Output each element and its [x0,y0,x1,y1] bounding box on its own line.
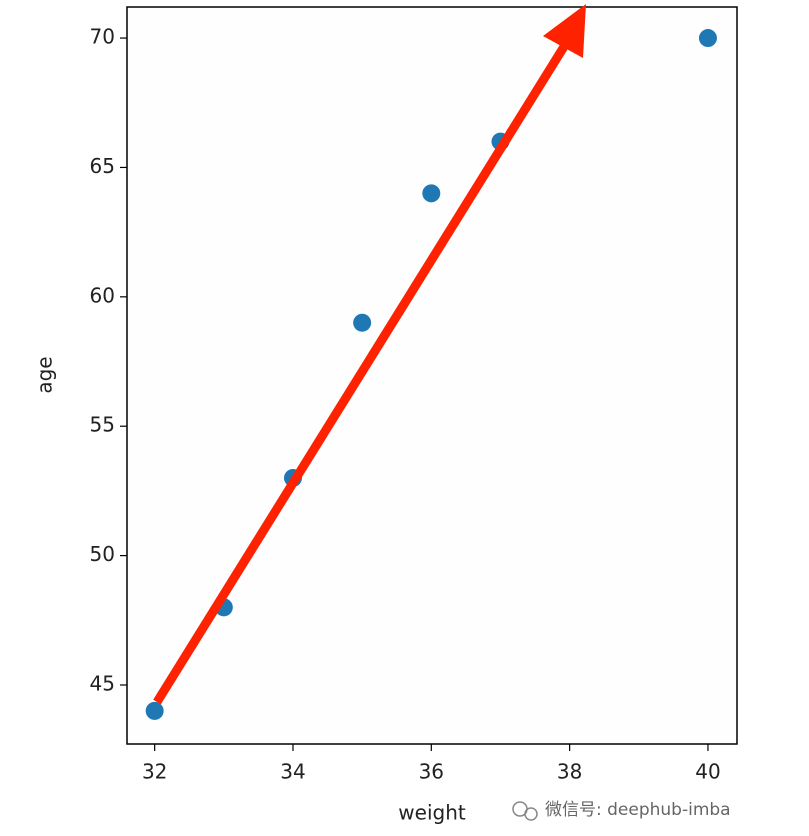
y-tick-label: 50 [90,542,115,566]
point [422,184,441,203]
arrow-annotation [153,4,586,705]
y-tick-label: 65 [90,154,115,178]
watermark-icon [524,807,538,821]
point [145,701,164,720]
point [353,313,372,332]
x-tick-label: 40 [695,760,720,784]
y-tick-label: 55 [90,413,115,437]
x-tick-label: 32 [142,760,167,784]
y-tick-label: 70 [90,25,115,49]
x-axis-label: weight [398,801,466,825]
watermark-text: 微信号: deephub-imba [545,800,731,820]
plot-frame [126,6,738,745]
x-tick-label: 38 [557,760,582,784]
arrow-shaft [153,42,569,705]
y-tick-label: 45 [90,671,115,695]
arrow-head [543,4,586,58]
y-tick-label: 60 [90,283,115,307]
watermark: 微信号: deephub-imba [512,800,731,821]
x-tick-label: 36 [419,760,444,784]
x-tick-label: 34 [280,760,305,784]
y-axis-label: age [33,356,57,393]
point [698,29,717,48]
